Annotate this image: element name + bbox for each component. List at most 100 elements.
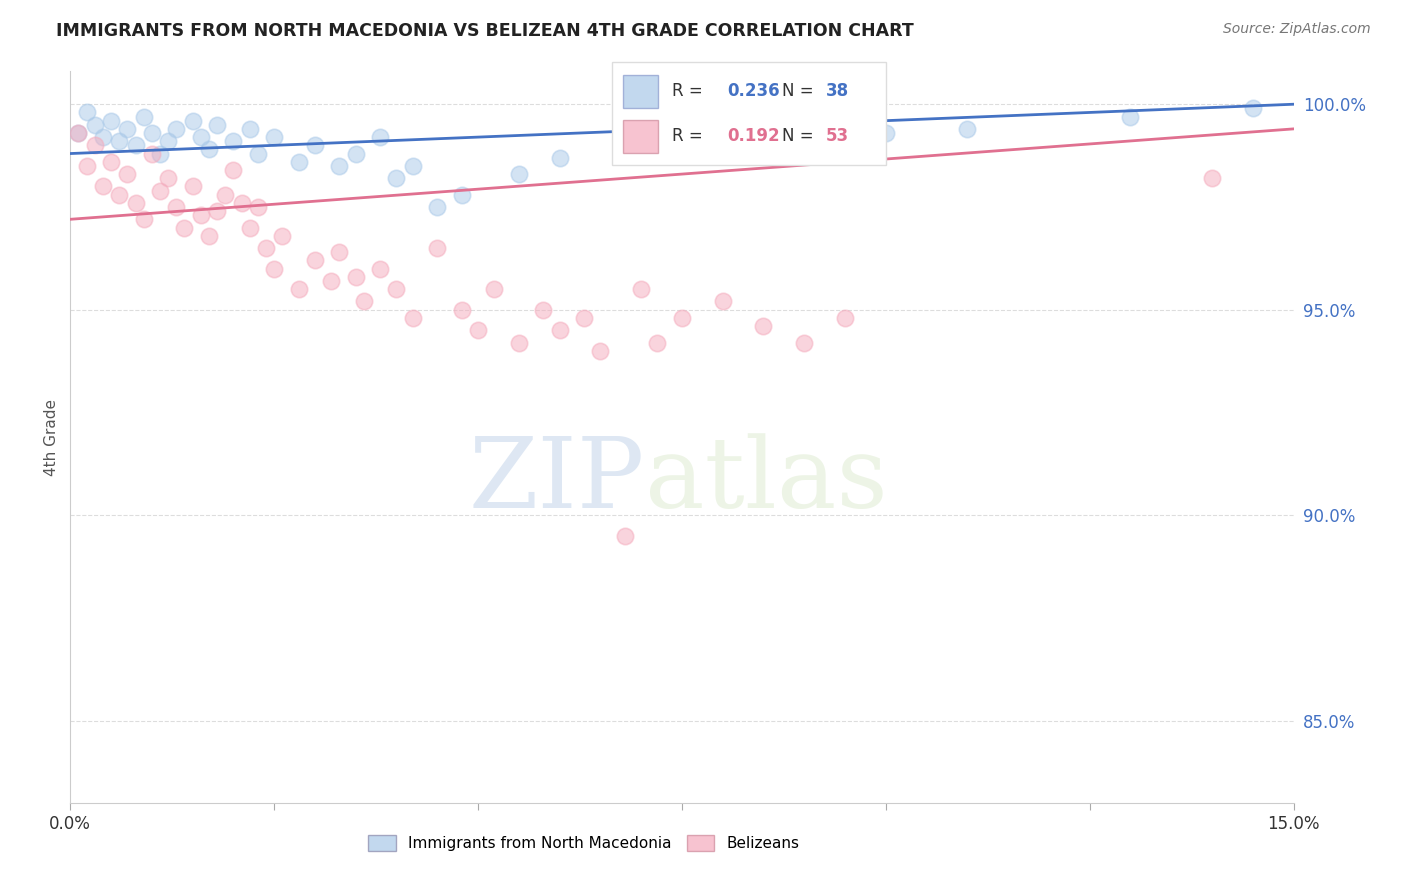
Point [157, 171, 180, 186]
Point [304, 253, 326, 268]
Point [76, 159, 98, 173]
Point [287, 154, 309, 169]
Point [630, 282, 652, 296]
Point [328, 245, 350, 260]
Point [402, 310, 425, 325]
Point [671, 310, 693, 325]
Point [83, 118, 105, 132]
Point [271, 228, 294, 243]
Point [254, 241, 277, 255]
Point [181, 113, 204, 128]
Point [548, 323, 571, 337]
Point [108, 187, 131, 202]
Point [508, 335, 530, 350]
Text: N =: N = [782, 128, 818, 145]
Text: atlas: atlas [645, 434, 889, 529]
Point [344, 146, 367, 161]
Point [508, 167, 530, 181]
Point [548, 151, 571, 165]
Point [100, 154, 122, 169]
Point [117, 121, 139, 136]
Point [1241, 101, 1264, 115]
Point [132, 110, 155, 124]
Point [190, 130, 212, 145]
Point [205, 118, 228, 132]
Point [793, 335, 815, 350]
Point [368, 130, 391, 145]
Point [222, 163, 245, 178]
Point [198, 143, 221, 157]
Text: 53: 53 [825, 128, 849, 145]
Point [368, 261, 391, 276]
Point [205, 204, 228, 219]
Point [149, 184, 172, 198]
Point [246, 146, 269, 161]
Point [231, 195, 253, 210]
Point [149, 146, 172, 161]
Point [67, 126, 90, 140]
Point [752, 319, 775, 334]
Point [613, 529, 636, 543]
Text: R =: R = [672, 82, 709, 100]
Point [141, 126, 163, 140]
Point [467, 323, 489, 337]
Point [711, 294, 734, 309]
Point [124, 138, 146, 153]
Point [450, 187, 472, 202]
Point [108, 134, 131, 148]
Point [589, 343, 612, 358]
Point [91, 179, 114, 194]
Text: N =: N = [782, 82, 818, 100]
Text: IMMIGRANTS FROM NORTH MACEDONIA VS BELIZEAN 4TH GRADE CORRELATION CHART: IMMIGRANTS FROM NORTH MACEDONIA VS BELIZ… [56, 22, 914, 40]
Point [263, 130, 285, 145]
Point [328, 159, 350, 173]
Point [304, 138, 326, 153]
Point [647, 335, 669, 350]
Text: ZIP: ZIP [470, 434, 645, 529]
Point [875, 126, 897, 140]
Point [385, 282, 408, 296]
Text: 0.236: 0.236 [727, 82, 779, 100]
Point [484, 282, 506, 296]
Point [246, 200, 269, 214]
FancyBboxPatch shape [612, 62, 886, 165]
Point [263, 261, 285, 276]
Point [1119, 110, 1142, 124]
Point [214, 187, 236, 202]
Point [239, 121, 262, 136]
Point [141, 146, 163, 161]
Point [67, 126, 90, 140]
Point [752, 138, 775, 153]
Point [402, 159, 425, 173]
Legend: Immigrants from North Macedonia, Belizeans: Immigrants from North Macedonia, Belizea… [363, 830, 806, 857]
Point [76, 105, 98, 120]
Point [344, 269, 367, 284]
Point [353, 294, 375, 309]
Point [117, 167, 139, 181]
Point [181, 179, 204, 194]
Point [450, 302, 472, 317]
Point [91, 130, 114, 145]
Point [572, 310, 595, 325]
Point [630, 130, 652, 145]
Point [287, 282, 309, 296]
Point [239, 220, 262, 235]
Text: R =: R = [672, 128, 709, 145]
Point [173, 220, 195, 235]
Point [426, 241, 449, 255]
Point [426, 200, 449, 214]
Point [222, 134, 245, 148]
Point [165, 121, 187, 136]
Point [531, 302, 554, 317]
Point [100, 113, 122, 128]
Point [1201, 171, 1223, 186]
Point [198, 228, 221, 243]
Text: 0.192: 0.192 [727, 128, 779, 145]
Point [83, 138, 105, 153]
Y-axis label: 4th Grade: 4th Grade [44, 399, 59, 475]
FancyBboxPatch shape [623, 75, 658, 108]
Point [124, 195, 146, 210]
Text: 38: 38 [825, 82, 849, 100]
Point [190, 208, 212, 222]
Point [834, 310, 856, 325]
